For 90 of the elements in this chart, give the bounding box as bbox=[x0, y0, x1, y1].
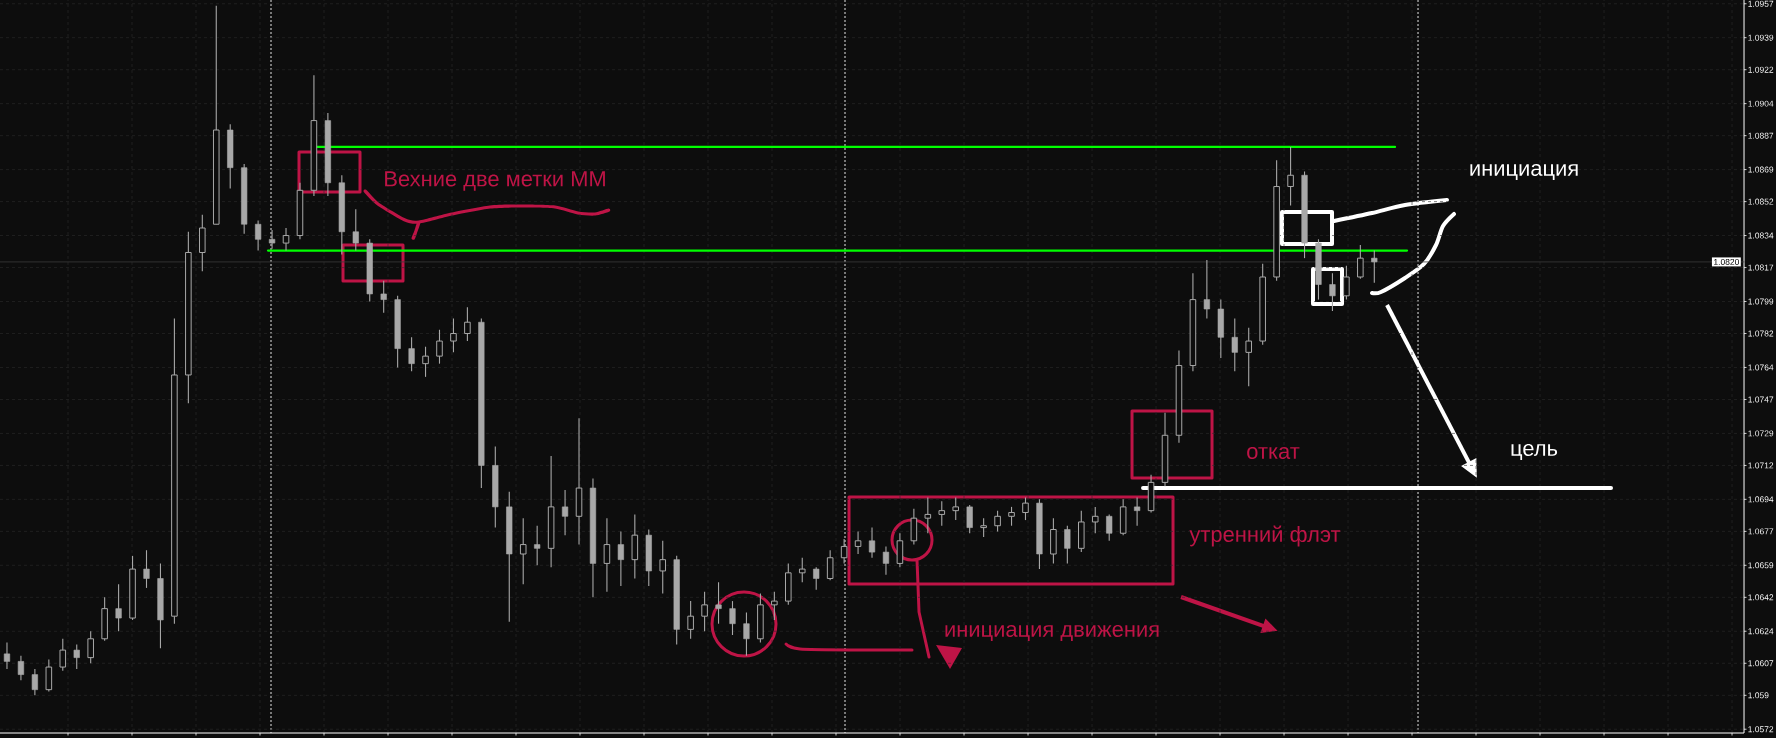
y-tick-label: 1.0764 bbox=[1748, 364, 1774, 371]
candlestick bbox=[143, 549, 150, 589]
y-tick-label: 1.0922 bbox=[1748, 66, 1774, 73]
candlestick bbox=[840, 538, 848, 564]
candlestick bbox=[910, 508, 918, 546]
annotation: инициация движения bbox=[945, 624, 1159, 642]
candlestick bbox=[31, 668, 38, 696]
candlestick bbox=[617, 530, 624, 587]
candlestick bbox=[380, 280, 387, 314]
candlestick bbox=[966, 504, 973, 534]
y-tick-label: 1.0834 bbox=[1748, 232, 1774, 239]
candlestick bbox=[1231, 317, 1238, 372]
candlestick bbox=[1091, 506, 1099, 534]
y-tick-label: 1.059 bbox=[1748, 692, 1769, 699]
candlestick bbox=[45, 658, 53, 693]
candlestick bbox=[813, 566, 820, 591]
annotation: утренний флэт bbox=[1189, 525, 1341, 547]
y-tick-label: 1.0729 bbox=[1748, 430, 1774, 437]
candlestick bbox=[268, 229, 276, 250]
candlestick bbox=[1134, 496, 1141, 527]
y-tick-label: 1.0782 bbox=[1748, 330, 1774, 337]
y-tick-label: 1.0887 bbox=[1748, 132, 1774, 139]
y-tick-label: 1.0694 bbox=[1748, 496, 1774, 503]
candlestick bbox=[896, 532, 904, 568]
candlestick bbox=[1343, 265, 1350, 301]
y-tick-label: 1.0712 bbox=[1748, 462, 1774, 469]
y-tick-label: 1.0607 bbox=[1748, 660, 1774, 667]
candlestick bbox=[59, 638, 67, 672]
candlestick bbox=[701, 591, 708, 632]
candlestick bbox=[938, 500, 946, 527]
candlestick bbox=[1064, 525, 1071, 564]
candlestick bbox=[1287, 146, 1294, 206]
y-tick-label: 1.0869 bbox=[1748, 166, 1774, 173]
y-tick-label: 1.0659 bbox=[1748, 562, 1774, 569]
candlestick bbox=[924, 496, 932, 534]
candlestick bbox=[868, 527, 876, 559]
annotation: откат bbox=[1247, 446, 1300, 459]
candlestick bbox=[729, 600, 736, 636]
candlestick bbox=[282, 227, 290, 252]
candlestick bbox=[115, 583, 122, 632]
candlestick bbox=[519, 517, 527, 585]
candlestick bbox=[1008, 506, 1015, 527]
candlestick bbox=[952, 496, 960, 521]
y-tick-label: 1.0817 bbox=[1748, 264, 1774, 271]
candlestick bbox=[73, 643, 80, 670]
y-tick-label: 1.0747 bbox=[1748, 396, 1774, 403]
candlestick bbox=[450, 317, 457, 353]
candlestick bbox=[798, 557, 806, 583]
candlestick bbox=[659, 540, 667, 595]
candlestick bbox=[408, 336, 415, 372]
y-tick-label: 1.0572 bbox=[1748, 726, 1774, 733]
candlestick bbox=[771, 591, 778, 621]
y-tick-label: 1.0852 bbox=[1748, 198, 1774, 205]
y-tick-label: 1.0957 bbox=[1748, 0, 1774, 7]
candlestick bbox=[464, 306, 471, 342]
ref-line-label: цель bbox=[1511, 443, 1558, 461]
y-tick-label: 1.0799 bbox=[1748, 298, 1774, 305]
candlestick bbox=[3, 642, 11, 670]
candlestick bbox=[422, 346, 429, 378]
candlestick bbox=[1245, 327, 1253, 387]
candlestick bbox=[1329, 272, 1336, 312]
candlestick bbox=[603, 517, 611, 593]
y-tick-label: 1.0677 bbox=[1748, 528, 1774, 535]
y-tick-label: 1.0642 bbox=[1748, 594, 1774, 601]
candlestick bbox=[352, 208, 359, 252]
candlestick bbox=[87, 630, 94, 664]
candlestick bbox=[743, 611, 750, 657]
y-tick-label: 1.0904 bbox=[1748, 100, 1774, 107]
annotation: инициация bbox=[1470, 163, 1578, 181]
candlestick bbox=[994, 510, 1001, 532]
candlestick bbox=[854, 530, 862, 555]
candlestick bbox=[980, 517, 987, 538]
candlestick bbox=[1357, 244, 1364, 280]
candlestick bbox=[436, 329, 443, 365]
candlestick bbox=[1022, 496, 1029, 521]
candlestick bbox=[1106, 513, 1113, 542]
candlestick bbox=[687, 600, 694, 640]
candlestick bbox=[534, 525, 541, 566]
candlestick bbox=[1371, 250, 1378, 284]
y-tick-label: 1.0624 bbox=[1748, 628, 1774, 635]
candlestick bbox=[561, 489, 569, 536]
candlestick bbox=[715, 581, 722, 625]
ref-line-label: 1.0820 bbox=[1714, 258, 1739, 265]
candlestick bbox=[882, 545, 890, 576]
candlestick bbox=[17, 655, 25, 681]
y-tick-label: 1.0939 bbox=[1748, 34, 1774, 41]
candlestick bbox=[826, 549, 834, 581]
annotation: Вехние две метки ММ bbox=[385, 171, 605, 191]
candlestick bbox=[1203, 259, 1210, 319]
candlestick bbox=[255, 219, 262, 252]
